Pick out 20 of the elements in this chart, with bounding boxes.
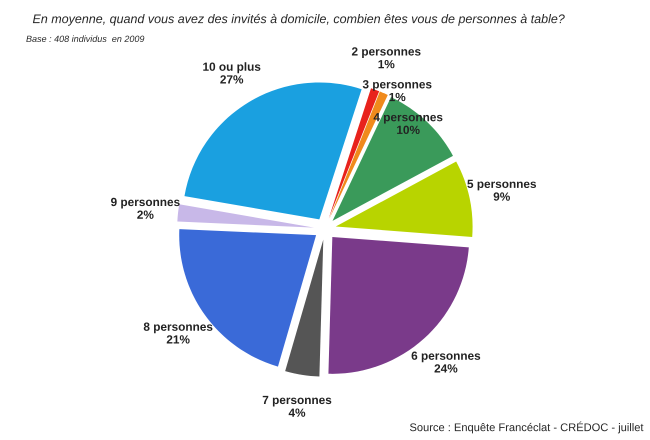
slice-label: 9 personnes xyxy=(110,198,180,208)
data-label: 1% xyxy=(378,60,394,68)
slice-label: 6 personnes xyxy=(412,352,480,362)
data-label: 10% xyxy=(397,126,420,134)
slice-label: 2 personnes xyxy=(352,47,421,58)
chart-subtitle: Base : 408 individus en 2009 xyxy=(26,35,144,42)
chart-title: En moyenne, quand vous avez des invités à domicile, combien êtes vous de personnes à table? xyxy=(32,14,565,26)
data-label: 21% xyxy=(166,335,190,344)
data-label: 2% xyxy=(137,210,154,219)
source-note: Source : Enquête Francéclat - CRÉDOC - juillet xyxy=(410,421,644,434)
slice-label: 10 ou plus xyxy=(203,62,260,74)
slice-label: 5 personnes xyxy=(467,180,536,190)
slice-label: 3 personnes xyxy=(362,80,432,91)
data-label: 4% xyxy=(288,408,306,417)
slice-label: 7 personnes xyxy=(262,396,332,406)
data-label: 24% xyxy=(434,364,458,373)
data-label: 9% xyxy=(494,192,510,201)
data-label: 1% xyxy=(389,92,406,102)
slice-label: 8 personnes xyxy=(144,322,212,334)
data-label: 27% xyxy=(220,75,244,84)
